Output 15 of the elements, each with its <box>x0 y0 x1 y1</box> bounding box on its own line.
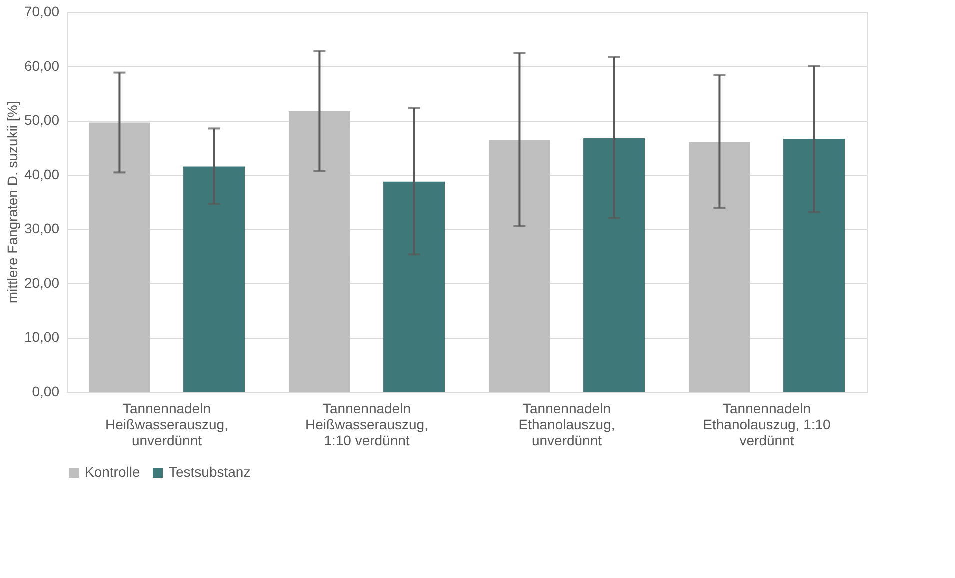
y-tick-label: 10,00 <box>24 329 60 346</box>
y-tick-label: 20,00 <box>24 274 60 291</box>
y-tick-label: 70,00 <box>24 4 60 20</box>
y-tick-label: 30,00 <box>24 220 60 237</box>
x-tick-label: Tannennadeln Ethanolauszug, 1:10 verdünnt <box>703 400 832 448</box>
legend-label: Testsubstanz <box>169 464 251 480</box>
x-tick-label: Tannennadeln Heißwasserauszug, unverdünnt <box>106 400 228 448</box>
x-tick-label: Tannennadeln Ethanolauszug, unverdünnt <box>518 400 616 448</box>
legend-label: Kontrolle <box>85 464 140 480</box>
y-tick-label: 60,00 <box>24 58 60 74</box>
y-tick-label: 0,00 <box>32 384 60 400</box>
y-tick-label: 40,00 <box>24 166 60 182</box>
x-tick-label: Tannennadeln Heißwasserauszug, 1:10 verdünnt <box>306 400 428 448</box>
y-tick-label: 50,00 <box>24 112 60 128</box>
y-axis-title: mittlere Fangraten D. suzukii [%] <box>4 101 20 304</box>
